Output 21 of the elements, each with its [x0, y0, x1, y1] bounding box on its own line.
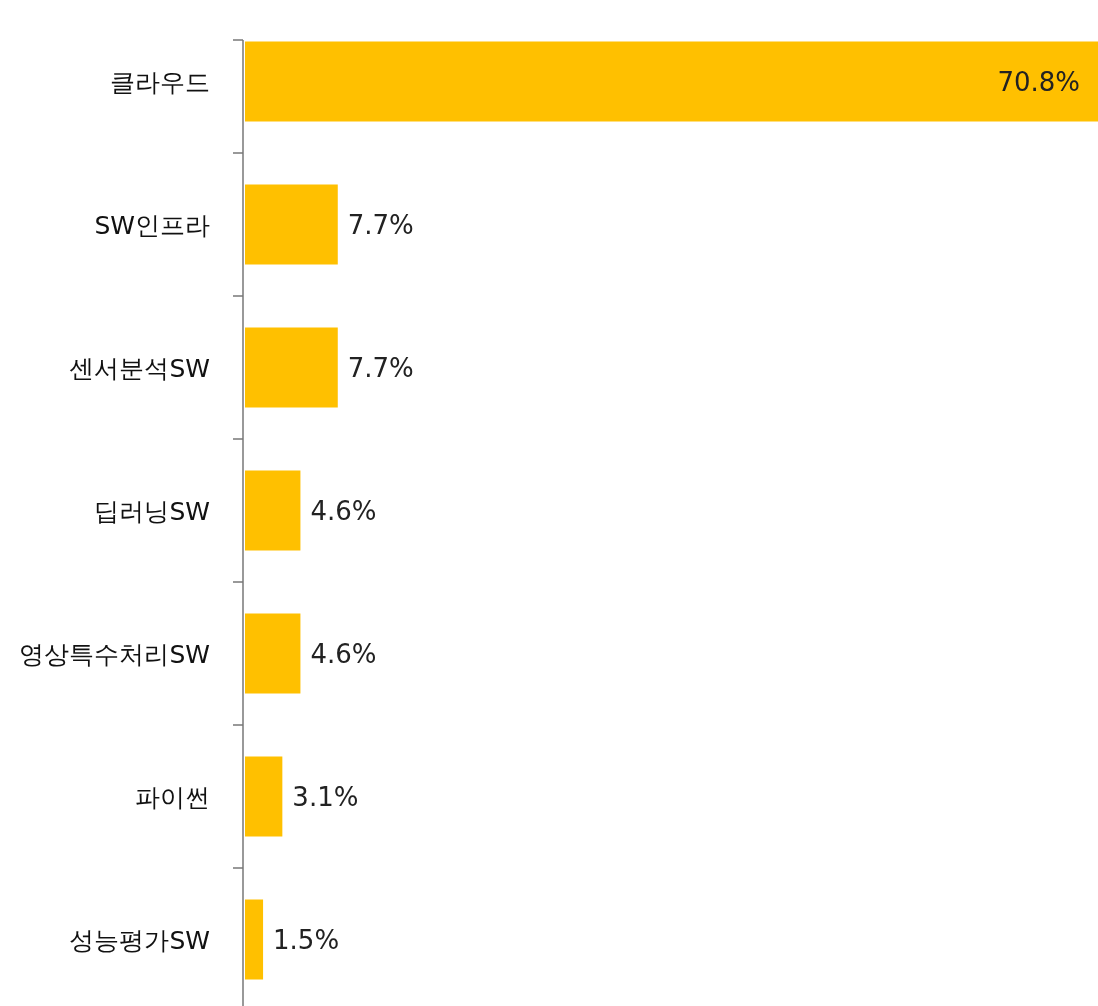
y-tick-label: 영상특수처리SW [19, 639, 210, 669]
y-tick-label: 딥러닝SW [94, 496, 210, 526]
y-tick-label: 파이썬 [135, 782, 210, 812]
data-label: 3.1% [292, 781, 359, 812]
bar [245, 184, 338, 265]
bar [245, 327, 338, 408]
data-label: 7.7% [347, 209, 414, 240]
bar [245, 756, 283, 837]
y-tick-label: 클라우드 [110, 67, 210, 97]
bar [245, 899, 264, 980]
data-label: 4.6% [310, 638, 377, 669]
data-label: 7.7% [347, 352, 414, 383]
bar [245, 613, 301, 694]
y-tick-label: SW인프라 [94, 210, 210, 240]
data-label: 1.5% [273, 924, 340, 955]
bar [245, 470, 301, 551]
data-label: 70.8% [997, 66, 1080, 97]
data-label: 4.6% [310, 495, 377, 526]
y-tick-label: 성능평가SW [69, 925, 210, 955]
y-tick-label: 센서분석SW [69, 353, 210, 383]
bar [245, 41, 1098, 122]
